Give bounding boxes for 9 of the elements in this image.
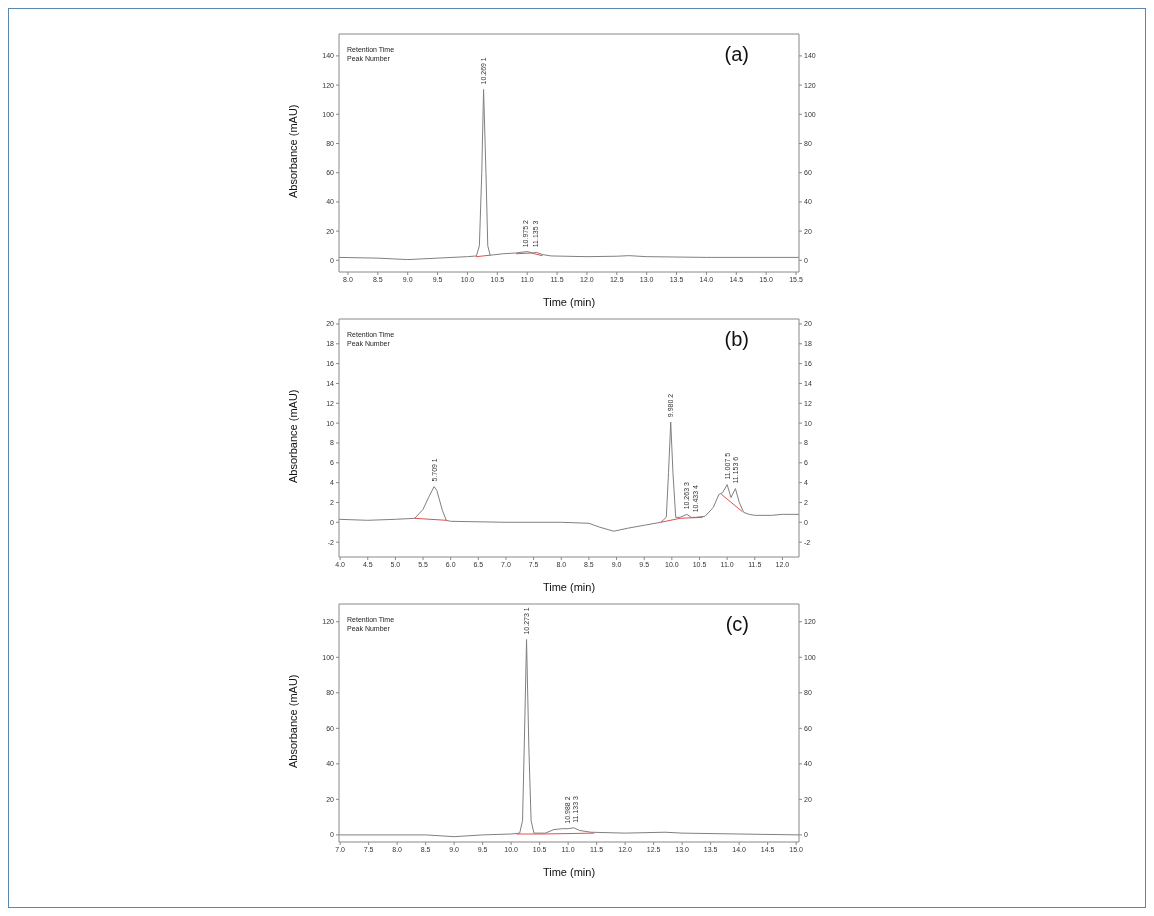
x-axis-title: Time (min) — [542, 866, 596, 878]
x-axis-title: Time (min) — [542, 296, 596, 308]
y-axis-title: Absorbance (mAU) — [286, 389, 299, 483]
y-axis-title: Absorbance (mAU) — [286, 674, 299, 768]
text: (a) — [724, 43, 749, 66]
x-axis-title: Time (min) — [542, 581, 596, 593]
chart-title: (b) — [724, 328, 749, 351]
y-axis-title: Absorbance (mAU) — [286, 104, 299, 198]
text: (c) — [725, 613, 749, 636]
